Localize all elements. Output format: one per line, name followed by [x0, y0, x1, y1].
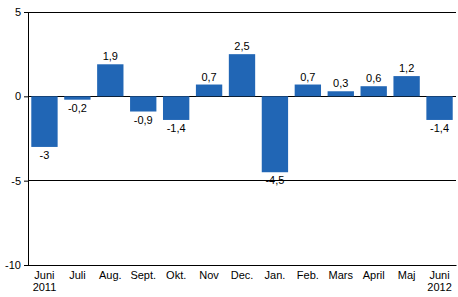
- x-tick-label: Mars: [329, 269, 354, 281]
- x-tick: April: [363, 265, 385, 281]
- bar: [64, 96, 90, 99]
- y-tick-label: -10: [5, 259, 21, 271]
- x-tick-label-line: Juni: [429, 269, 449, 281]
- bar: [31, 96, 57, 147]
- y-tick-label: 0: [15, 90, 21, 102]
- x-tick-label-line: Okt.: [166, 269, 186, 281]
- bar: [426, 96, 452, 120]
- x-tick: Maj: [398, 265, 416, 281]
- data-label: -3: [40, 149, 50, 161]
- x-tick-label-line: 2012: [427, 281, 451, 293]
- x-tick-label-line: Jan.: [265, 269, 286, 281]
- x-tick-label: Dec.: [231, 269, 254, 281]
- x-tick-label: Juni2012: [427, 269, 451, 294]
- data-label: 2,5: [234, 40, 249, 52]
- bar: [328, 91, 354, 96]
- y-tick: -10: [5, 259, 28, 271]
- x-tick-label-line: Nov: [199, 269, 219, 281]
- bars: [31, 54, 452, 172]
- x-tick-label-line: 2011: [33, 281, 57, 293]
- grid: [28, 12, 456, 265]
- bar: [262, 96, 288, 172]
- x-tick: Dec.: [231, 265, 254, 281]
- y-tick: -5: [11, 175, 28, 187]
- x-axis: Juni2011JuliAug.Sept.Okt.NovDec.Jan.Feb.…: [29, 265, 457, 293]
- data-label: -1,4: [430, 122, 449, 134]
- bar: [196, 85, 222, 97]
- bar: [361, 86, 387, 96]
- x-tick-label: Juli: [69, 269, 86, 281]
- data-label: 0,7: [201, 71, 216, 83]
- x-tick-label-line: April: [363, 269, 385, 281]
- grid-line: [28, 180, 456, 181]
- y-tick-mark: [24, 96, 28, 97]
- x-tick-label: Okt.: [166, 269, 186, 281]
- data-label: -0,2: [68, 102, 87, 114]
- x-tick-label-line: Sept.: [130, 269, 156, 281]
- y-tick-mark: [24, 12, 28, 13]
- bar: [97, 64, 123, 96]
- x-tick-label-line: Mars: [329, 269, 354, 281]
- y-tick-label: -5: [11, 175, 21, 187]
- x-tick: Nov: [199, 265, 219, 281]
- x-tick-label-line: Feb.: [297, 269, 319, 281]
- x-tick: Juli: [69, 265, 86, 281]
- x-tick-label: Sept.: [130, 269, 156, 281]
- data-label: 1,2: [399, 62, 414, 74]
- x-tick: Sept.: [130, 265, 156, 281]
- x-axis-line: [29, 265, 457, 266]
- data-label: -1,4: [167, 122, 186, 134]
- data-label: -0,9: [134, 114, 153, 126]
- x-tick-label-line: Dec.: [231, 269, 254, 281]
- x-tick: Feb.: [297, 265, 319, 281]
- bar: [130, 96, 156, 111]
- x-tick-label: Nov: [199, 269, 219, 281]
- bar: [163, 96, 189, 120]
- x-tick-label: Aug.: [99, 269, 122, 281]
- chart-container: -10-505Juni2011JuliAug.Sept.Okt.NovDec.J…: [0, 0, 458, 297]
- bar: [229, 54, 255, 96]
- y-axis-line: [24, 13, 29, 266]
- data-label: 0,6: [366, 72, 381, 84]
- x-tick-label: Juni2011: [33, 269, 57, 294]
- data-label: 0,3: [333, 77, 348, 89]
- data-label: -4,5: [265, 174, 284, 186]
- y-tick-mark: [24, 181, 28, 182]
- x-tick-label: Maj: [398, 269, 416, 281]
- x-tick-label-line: Aug.: [99, 269, 122, 281]
- data-labels: -3 -0,2 1,9 -0,9 -1,4 0,7 2,5 -4,5 0,7 0,3 0,6 1,2 -…: [40, 40, 449, 186]
- plot: -10-505Juni2011JuliAug.Sept.Okt.NovDec.J…: [5, 6, 456, 293]
- grid-line: [28, 265, 456, 266]
- bar: [295, 85, 321, 97]
- x-tick-label-line: Maj: [398, 269, 416, 281]
- data-label: 0,7: [300, 71, 315, 83]
- x-tick: Okt.: [166, 265, 186, 281]
- y-axis: -10 -5 0 5: [5, 6, 28, 271]
- y-tick-label: 5: [15, 6, 21, 18]
- x-tick-label: Feb.: [297, 269, 319, 281]
- chart-svg: -10-505Juni2011JuliAug.Sept.Okt.NovDec.J…: [0, 0, 458, 297]
- x-tick: Jan.: [265, 265, 286, 281]
- y-tick: 0: [15, 90, 28, 102]
- bar: [393, 76, 419, 96]
- y-tick-mark: [24, 265, 28, 266]
- x-tick-label-line: Juli: [69, 269, 86, 281]
- x-tick: Juni2012: [427, 265, 451, 293]
- x-tick-label: Jan.: [265, 269, 286, 281]
- x-tick: Aug.: [99, 265, 122, 281]
- data-label: 1,9: [103, 50, 118, 62]
- x-tick-label-line: Juni: [34, 269, 54, 281]
- grid-line: [28, 12, 456, 13]
- x-tick-label: April: [363, 269, 385, 281]
- x-tick: Juni2011: [33, 265, 57, 293]
- x-tick: Mars: [329, 265, 354, 281]
- y-tick: 5: [15, 6, 28, 18]
